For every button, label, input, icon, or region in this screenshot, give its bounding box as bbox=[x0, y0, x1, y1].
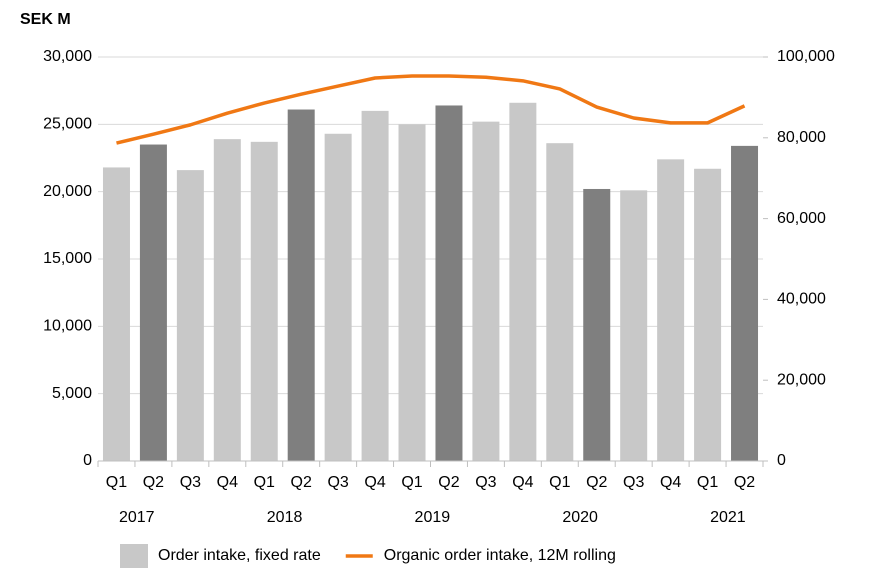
x-tick-label: Q2 bbox=[586, 474, 607, 491]
bar bbox=[361, 110, 389, 461]
year-label: 2017 bbox=[119, 509, 155, 526]
y2-tick-label: 40,000 bbox=[777, 291, 826, 308]
x-tick-label: Q4 bbox=[364, 474, 385, 491]
x-tick-label: Q3 bbox=[475, 474, 496, 491]
bar bbox=[546, 143, 574, 462]
unit-label: SEK M bbox=[20, 11, 71, 28]
line bbox=[116, 74, 746, 145]
bar bbox=[509, 102, 537, 461]
bar bbox=[287, 109, 315, 462]
legend-label: Organic order intake, 12M rolling bbox=[384, 547, 616, 564]
y2-tick-label: 80,000 bbox=[777, 129, 826, 146]
bar bbox=[324, 133, 352, 461]
x-tick-label: Q3 bbox=[623, 474, 644, 491]
x-tick-label: Q1 bbox=[106, 474, 127, 491]
year-label: 2019 bbox=[415, 509, 451, 526]
bar bbox=[731, 145, 759, 461]
y-tick-label: 15,000 bbox=[43, 250, 92, 267]
bar bbox=[435, 105, 463, 461]
y-tick-label: 10,000 bbox=[43, 318, 92, 335]
bar bbox=[398, 124, 426, 461]
y-tick-label: 25,000 bbox=[43, 116, 92, 133]
bar bbox=[657, 159, 685, 461]
bar bbox=[176, 170, 204, 461]
y-tick-label: 20,000 bbox=[43, 183, 92, 200]
x-tick-label: Q2 bbox=[734, 474, 755, 491]
x-tick-label: Q3 bbox=[327, 474, 348, 491]
year-label: 2018 bbox=[267, 509, 303, 526]
legend-label: Order intake, fixed rate bbox=[158, 547, 321, 564]
x-tick-label: Q4 bbox=[512, 474, 533, 491]
y2-tick-label: 100,000 bbox=[777, 48, 835, 65]
x-tick-label: Q2 bbox=[438, 474, 459, 491]
bar bbox=[213, 139, 241, 461]
x-tick-label: Q2 bbox=[291, 474, 312, 491]
y-tick-label: 0 bbox=[83, 452, 92, 469]
x-tick-label: Q2 bbox=[143, 474, 164, 491]
bar bbox=[620, 190, 648, 461]
y-tick-label: 5,000 bbox=[52, 385, 92, 402]
x-tick-label: Q3 bbox=[180, 474, 201, 491]
bar bbox=[139, 144, 167, 462]
year-label: 2020 bbox=[562, 509, 598, 526]
bar bbox=[694, 168, 722, 462]
year-label: 2021 bbox=[710, 509, 746, 526]
x-tick-label: Q1 bbox=[254, 474, 275, 491]
y2-tick-label: 20,000 bbox=[777, 371, 826, 388]
x-tick-label: Q4 bbox=[217, 474, 238, 491]
bar bbox=[102, 167, 130, 461]
x-tick-label: Q1 bbox=[401, 474, 422, 491]
x-tick-label: Q1 bbox=[697, 474, 718, 491]
y2-tick-label: 60,000 bbox=[777, 210, 826, 227]
x-tick-label: Q1 bbox=[549, 474, 570, 491]
y-tick-label: 30,000 bbox=[43, 48, 92, 65]
legend-swatch bbox=[120, 544, 148, 568]
bar bbox=[250, 141, 278, 461]
bar bbox=[583, 188, 611, 461]
bar bbox=[472, 121, 500, 461]
y2-tick-label: 0 bbox=[777, 452, 786, 469]
x-tick-label: Q4 bbox=[660, 474, 681, 491]
